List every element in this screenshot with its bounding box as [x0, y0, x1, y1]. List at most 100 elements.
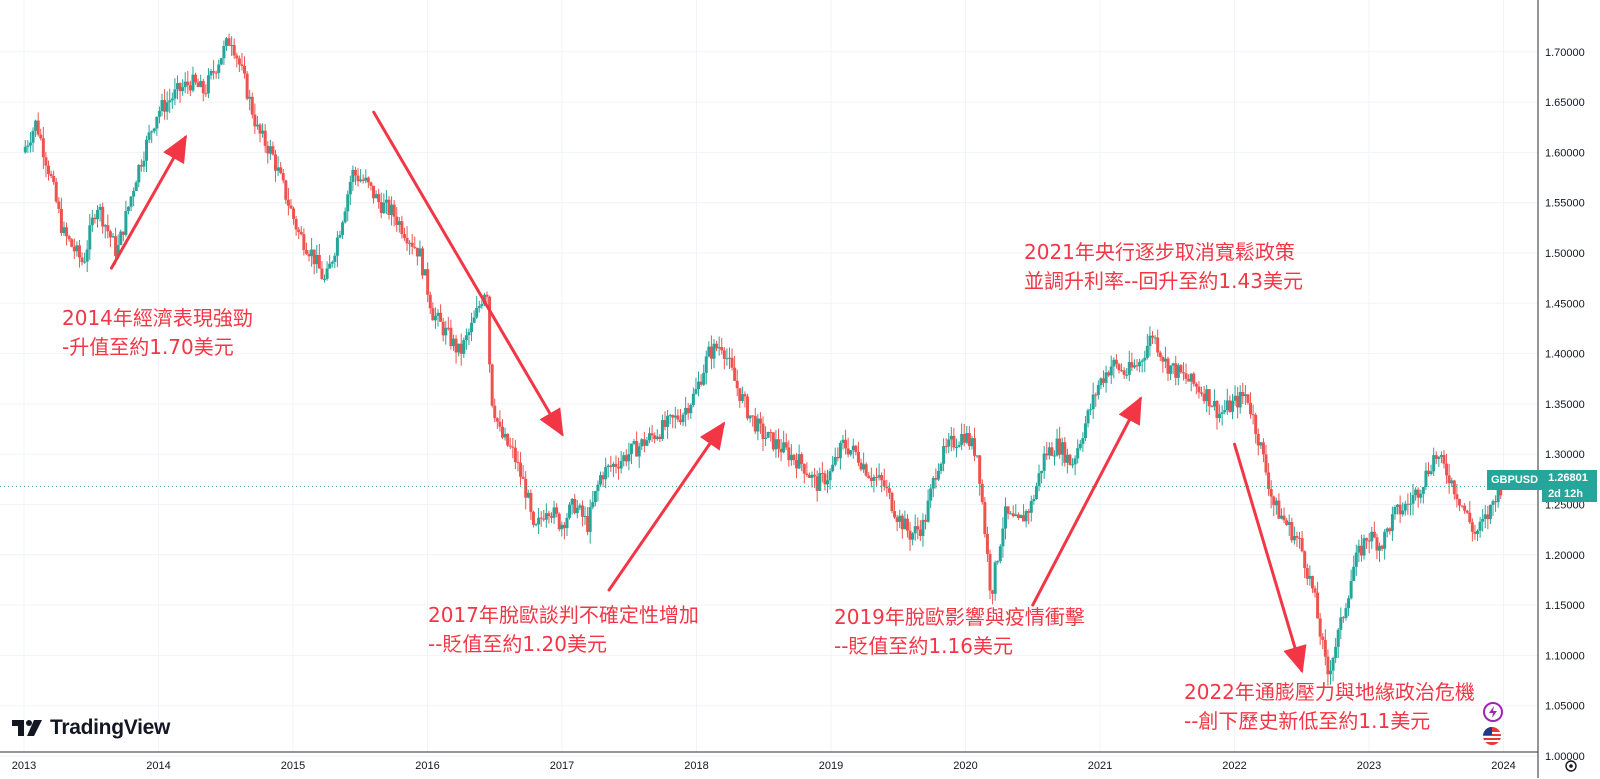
annotation-2019: 2019年脫歐影響與疫情衝擊 --貶值至約1.16美元 [834, 603, 1085, 661]
candle-body [1091, 394, 1095, 410]
candle-body [90, 217, 94, 226]
candle-body [119, 231, 123, 245]
candle-body [206, 75, 210, 94]
candle-body [93, 217, 97, 220]
candle-body [1457, 499, 1461, 506]
candle-body [627, 454, 631, 462]
candle-body [351, 169, 355, 182]
annotation-2019-line2: --貶值至約1.16美元 [834, 634, 1013, 658]
candle-body [1411, 495, 1415, 504]
candle-body [921, 519, 925, 537]
candle-body [797, 454, 801, 469]
candle-body [1094, 394, 1098, 396]
candle-body [1171, 363, 1175, 366]
candle-body [578, 505, 582, 508]
candle-body [978, 455, 982, 484]
candle-body [1014, 514, 1018, 517]
us-flag-icon[interactable] [1483, 727, 1501, 745]
candle-body [1003, 506, 1007, 529]
candle-body [508, 445, 512, 447]
candle-body [903, 518, 907, 530]
settings-gear-icon[interactable] [1563, 758, 1579, 774]
candle-body [175, 83, 179, 90]
candle-body [472, 317, 476, 323]
candle-body [867, 475, 871, 479]
candle-body [882, 480, 886, 487]
candle-body [1102, 378, 1106, 383]
candle-body [1016, 514, 1020, 519]
candle-body [1251, 414, 1255, 416]
candle-body [534, 524, 538, 526]
candle-body [1406, 503, 1410, 505]
candle-body [575, 507, 579, 514]
candle-body [702, 372, 706, 385]
annotation-2019-line1: 2019年脫歐影響與疫情衝擊 [834, 605, 1085, 629]
candle-body [1189, 373, 1193, 382]
candle-body [645, 440, 649, 446]
candle-body [1153, 337, 1157, 339]
candle-body [261, 130, 265, 134]
candle-body [1006, 506, 1010, 514]
candle-body [1212, 400, 1216, 407]
candle-body [1081, 438, 1085, 444]
candle-body [1414, 489, 1418, 496]
candle-body [942, 446, 946, 464]
candle-body [1194, 383, 1198, 387]
candle-body [1029, 501, 1033, 513]
candle-body [954, 446, 958, 448]
candle-body [1034, 486, 1038, 500]
candle-body [580, 505, 584, 517]
candle-body [232, 45, 236, 56]
candle-body [258, 124, 262, 134]
candle-body [1107, 372, 1111, 376]
candle-body [457, 343, 461, 353]
tradingview-logo[interactable]: TradingView [12, 716, 170, 740]
annotation-2017-line1: 2017年脫歐談判不確定性增加 [428, 603, 699, 627]
candle-body [1318, 618, 1322, 637]
candle-body [227, 38, 231, 46]
y-tick-label: 1.50000 [1545, 248, 1585, 260]
candle-body [77, 245, 81, 258]
candle-body [1042, 453, 1046, 471]
candle-body [1179, 365, 1183, 373]
candle-body [668, 415, 672, 417]
candle-body [98, 206, 102, 210]
lightning-icon[interactable] [1483, 702, 1503, 722]
candle-body [934, 478, 938, 480]
y-tick-label: 1.10000 [1545, 650, 1585, 662]
candle-body [1455, 494, 1459, 500]
candle-body [1050, 447, 1054, 456]
candle-body [201, 81, 205, 94]
candle-body [1127, 362, 1131, 375]
candle-body [377, 194, 381, 203]
y-tick-label: 1.05000 [1545, 701, 1585, 713]
candle-body [70, 239, 74, 247]
candle-body [325, 268, 329, 279]
candle-body [709, 346, 713, 359]
candle-body [960, 434, 964, 445]
candle-body [629, 443, 633, 455]
candle-body [1197, 386, 1201, 393]
candle-body [72, 246, 76, 252]
candle-body [1259, 442, 1263, 446]
candle-body [384, 199, 388, 203]
candle-body [802, 464, 806, 474]
candle-body [555, 507, 559, 514]
candle-body [353, 169, 357, 176]
candle-body [637, 446, 641, 457]
candle-body [1473, 531, 1477, 534]
candle-body [678, 419, 682, 423]
candle-body [655, 436, 659, 440]
candle-body [495, 418, 499, 422]
candle-body [26, 145, 30, 147]
candle-body [1316, 592, 1320, 619]
candle-body [931, 478, 935, 489]
candle-body [209, 70, 213, 76]
candle-body [1378, 545, 1382, 551]
candle-body [222, 45, 226, 59]
candle-body [1192, 373, 1196, 384]
candle-body [382, 202, 386, 214]
candle-body [266, 145, 270, 154]
candle-body [1429, 471, 1433, 474]
